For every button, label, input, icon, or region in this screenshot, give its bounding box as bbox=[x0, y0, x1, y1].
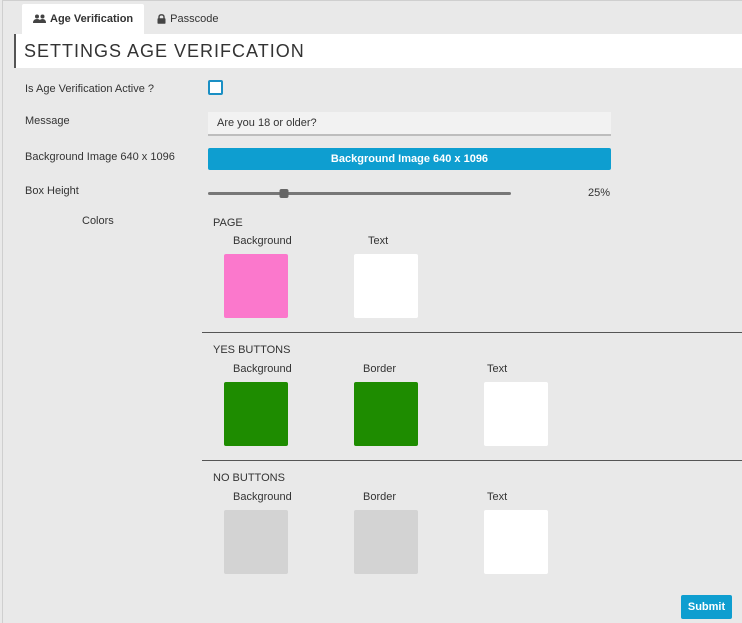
page-background-swatch[interactable] bbox=[224, 254, 288, 318]
divider bbox=[202, 460, 742, 461]
submit-button[interactable]: Submit bbox=[681, 595, 732, 619]
no-text-label: Text bbox=[487, 491, 508, 503]
no-background-swatch[interactable] bbox=[224, 510, 288, 574]
tab-bar: Age Verification Passcode bbox=[22, 4, 229, 34]
colors-label: Colors bbox=[82, 215, 114, 227]
tab-label: Passcode bbox=[170, 13, 219, 25]
header-bar: SETTINGS AGE VERIFCATION bbox=[14, 34, 742, 68]
yes-border-label: Border bbox=[363, 363, 397, 375]
yes-buttons-section-title: YES BUTTONS bbox=[213, 344, 291, 356]
no-border-label: Border bbox=[363, 491, 397, 503]
page-section-title: PAGE bbox=[213, 217, 243, 229]
box-height-slider[interactable] bbox=[208, 189, 511, 198]
box-height-value: 25% bbox=[587, 187, 610, 199]
active-checkbox[interactable] bbox=[208, 80, 223, 95]
tab-passcode[interactable]: Passcode bbox=[146, 4, 229, 34]
message-label: Message bbox=[25, 115, 70, 127]
yes-background-label: Background bbox=[233, 363, 292, 375]
slider-handle[interactable] bbox=[279, 189, 289, 198]
bg-image-button[interactable]: Background Image 640 x 1096 bbox=[208, 148, 611, 170]
page-title: SETTINGS AGE VERIFCATION bbox=[24, 41, 305, 61]
users-icon bbox=[33, 14, 46, 24]
no-buttons-section-title: NO BUTTONS bbox=[213, 472, 285, 484]
tab-label: Age Verification bbox=[50, 13, 134, 25]
lock-icon bbox=[157, 14, 166, 24]
no-border-swatch[interactable] bbox=[354, 510, 418, 574]
yes-text-swatch[interactable] bbox=[484, 382, 548, 446]
message-input[interactable] bbox=[208, 112, 611, 136]
yes-background-swatch[interactable] bbox=[224, 382, 288, 446]
yes-border-swatch[interactable] bbox=[354, 382, 418, 446]
bg-image-label: Background Image 640 x 1096 bbox=[25, 151, 175, 163]
page-text-label: Text bbox=[368, 235, 389, 247]
page-background-label: Background bbox=[233, 235, 292, 247]
box-height-label: Box Height bbox=[25, 185, 79, 197]
yes-text-label: Text bbox=[487, 363, 508, 375]
page-text-swatch[interactable] bbox=[354, 254, 418, 318]
divider bbox=[202, 332, 742, 333]
active-label: Is Age Verification Active ? bbox=[25, 83, 155, 95]
tab-age-verification[interactable]: Age Verification bbox=[22, 4, 145, 34]
no-text-swatch[interactable] bbox=[484, 510, 548, 574]
no-background-label: Background bbox=[233, 491, 292, 503]
